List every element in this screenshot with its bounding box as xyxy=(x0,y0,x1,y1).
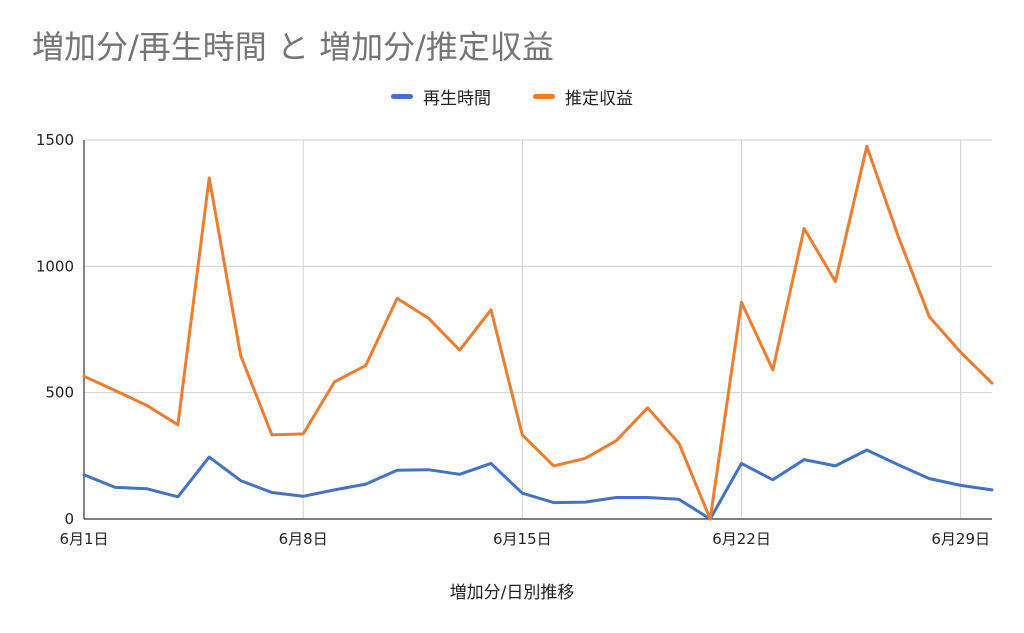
x-tick-label: 6月22日 xyxy=(712,530,771,548)
legend-swatch-series-0 xyxy=(391,94,413,99)
y-tick-label: 1000 xyxy=(36,257,74,275)
series-line-1 xyxy=(82,144,994,521)
chart-title: 増加分/再生時間 と 増加分/推定収益 xyxy=(32,28,554,66)
legend-swatch-series-1 xyxy=(533,94,555,99)
y-tick-label: 500 xyxy=(45,384,74,402)
x-tick-label: 6月1日 xyxy=(59,530,108,548)
x-tick-label: 6月15日 xyxy=(493,530,552,548)
series-line-0 xyxy=(82,448,994,521)
x-tick-label: 6月29日 xyxy=(931,530,990,548)
legend-label-series-0: 再生時間 xyxy=(423,89,491,109)
x-axis-title: 増加分/日別推移 xyxy=(449,583,575,603)
y-tick-label: 0 xyxy=(64,510,74,528)
legend-item-series-1[interactable]: 推定収益 xyxy=(533,84,633,109)
y-tick-label: 1500 xyxy=(36,131,74,149)
legend: 再生時間 推定収益 xyxy=(0,84,1024,109)
x-tick-label: 6月8日 xyxy=(279,530,328,548)
legend-label-series-1: 推定収益 xyxy=(565,89,633,109)
legend-item-series-0[interactable]: 再生時間 xyxy=(391,84,491,109)
